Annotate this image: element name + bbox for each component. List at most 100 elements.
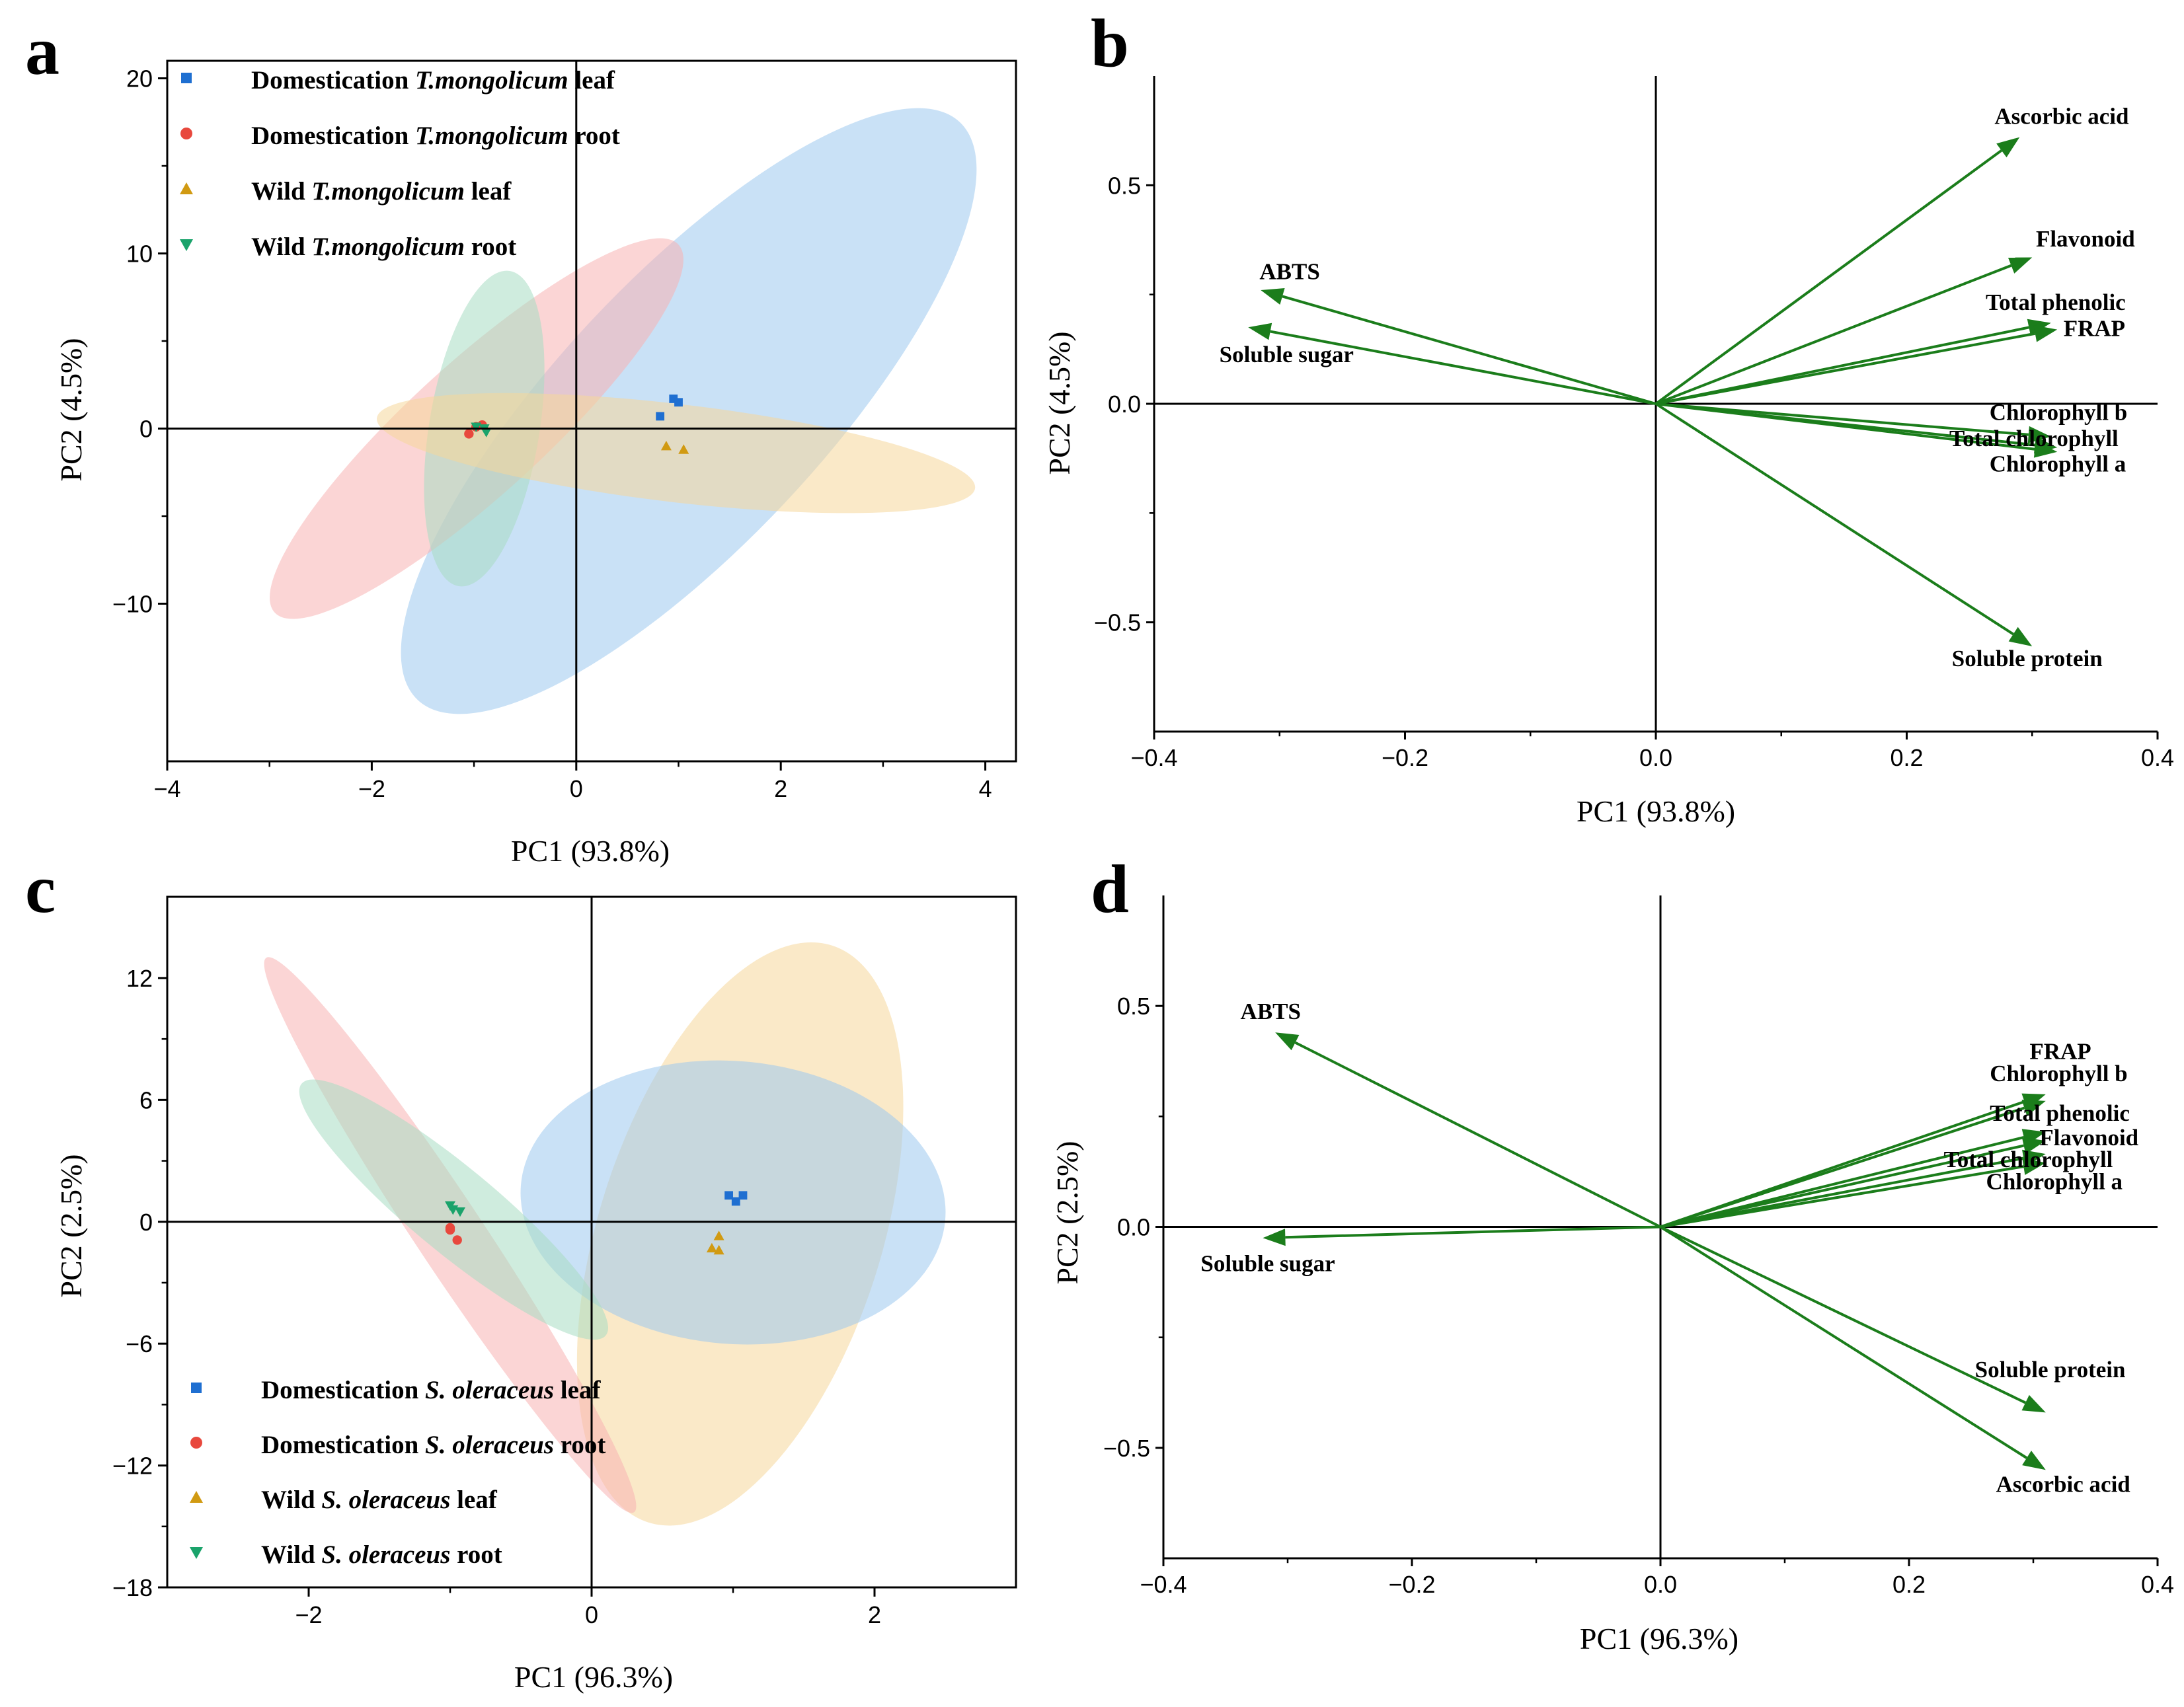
panel-b-variable-label: Flavonoid: [2036, 226, 2135, 252]
panel-c-y-axis-label: PC2 (2.5%): [54, 1154, 88, 1297]
panel-c-y-tick-label: −12: [112, 1453, 153, 1480]
panel-d-arrow-shaft: [1285, 1225, 1661, 1239]
panel-a-letter: a: [25, 13, 59, 89]
panel-c-point-wild-leaf: [706, 1242, 717, 1253]
panel-c-legend-marker-dom-root: [190, 1437, 202, 1449]
panel-c-legend-label: Domestication S. oleraceus root: [261, 1431, 605, 1459]
panel-b-variable-label: Total chlorophyll: [1949, 426, 2119, 451]
panel-d-variable-label: FRAP: [2029, 1038, 2091, 1064]
panel-d-arrow-shaft: [1660, 1144, 2025, 1229]
panel-b-arrow-head: [1248, 322, 1272, 340]
panel-d-arrow-shaft: [1660, 1106, 2025, 1229]
panel-c-point-dom-root: [452, 1235, 462, 1245]
legend-label-part: root: [568, 122, 620, 150]
legend-label-part: T.mongolicum: [311, 233, 465, 261]
panel-c-y-tick-label: 12: [126, 965, 153, 992]
panel-b-arrow-shaft: [1282, 295, 1657, 405]
panel-b-variable-label: ABTS: [1259, 259, 1319, 285]
panel-b-arrow-shaft: [1655, 149, 2003, 405]
legend-label-part: Wild: [251, 233, 311, 261]
panel-d-variable-label: Total chlorophyll: [1944, 1147, 2113, 1172]
panel-c-point-wild-leaf: [713, 1244, 724, 1255]
panel-c-legend-label: Wild S. oleraceus leaf: [261, 1486, 498, 1514]
legend-label-part: Wild: [251, 177, 311, 206]
panel-b-x-tick-label: 0.2: [1890, 744, 1923, 771]
legend-label-part: T.mongolicum: [311, 177, 465, 206]
panel-b-arrow-shaft: [1655, 332, 2036, 405]
panel-b-x-tick-label: 0.0: [1639, 744, 1672, 771]
panel-c-point-wild-leaf: [713, 1231, 724, 1240]
panel-a-x-tick-label: −2: [358, 775, 385, 802]
panel-d-ticks: −0.4 −0.2 0.0 0.2 0.4 −0.5 0.0 0.5: [1103, 993, 2174, 1598]
panel-c-point-dom-leaf: [738, 1191, 748, 1200]
legend-label-part: S. oleraceus: [425, 1431, 554, 1459]
panel-b-arrow-head: [2033, 440, 2058, 458]
legend-label-part: Domestication: [261, 1431, 425, 1459]
legend-label-part: leaf: [554, 1376, 601, 1404]
panel-a-y-tick-label: 20: [126, 65, 153, 93]
panel-c-legend-marker-wild-root: [190, 1547, 203, 1559]
panel-c-legend: Domestication S. oleraceus leafDomestica…: [190, 1376, 605, 1569]
panel-c-y-tick-label: −18: [112, 1574, 153, 1601]
panel-d-arrow-shaft: [1659, 1225, 2028, 1459]
panel-a-y-axis-label: PC2 (4.5%): [54, 338, 88, 481]
panel-a-point-wild-root: [471, 422, 482, 432]
panel-a-legend-label: Wild T.mongolicum root: [251, 233, 516, 261]
panel-a-y-tick-label: 0: [139, 416, 153, 443]
panel-c-legend-marker-wild-leaf: [190, 1491, 203, 1503]
panel-d-arrow-head: [2022, 1451, 2046, 1470]
panel-a-legend-marker-wild-leaf: [180, 182, 193, 194]
panel-d-arrow-head: [1263, 1229, 1286, 1246]
legend-label-part: Domestication: [261, 1376, 425, 1404]
panel-b-x-tick-label: −0.2: [1382, 744, 1428, 771]
panel-d-variable-label: Soluble protein: [1975, 1357, 2126, 1383]
panel-b-ticks: −0.4 −0.2 0.0 0.2 0.4 −0.5 0.0 0.5: [1094, 172, 2174, 771]
panel-a-y-tick-label: 10: [126, 241, 153, 268]
panel-d-arrows: [1263, 1032, 2046, 1470]
panel-a-legend-label: Domestication T.mongolicum root: [251, 122, 620, 150]
panel-c-legend-marker-dom-leaf: [191, 1383, 202, 1393]
panel-b-x-tick-label: −0.4: [1130, 744, 1177, 771]
panel-b-arrow-shaft: [1655, 402, 2035, 451]
panel-b-y-tick-label: 0.0: [1108, 391, 1141, 418]
panel-a-ellipse-wild-leaf: [377, 393, 976, 513]
panel-b-arrow-head: [2033, 324, 2058, 342]
panel-c-y-tick-label: 6: [139, 1086, 153, 1114]
panel-b-arrow-shaft: [1655, 402, 2029, 436]
panel-d-loadings: d −0.4 −0.2 0.0 0.2 0.4−0.50.00.5 FRAPChloro…: [1050, 851, 2174, 1655]
panel-a-x-axis-label: PC1 (93.8%): [511, 834, 670, 868]
legend-label-part: S. oleraceus: [425, 1376, 554, 1404]
panel-c-point-wild-root: [454, 1207, 465, 1217]
panel-a-legend-label: Wild T.mongolicum leaf: [251, 177, 512, 206]
legend-label-part: Domestication: [251, 66, 415, 95]
panel-d-y-tick-label: −0.5: [1103, 1435, 1150, 1462]
panel-b-variable-label: Soluble sugar: [1220, 342, 1354, 367]
panel-d-x-tick-label: 0.2: [1892, 1571, 1926, 1598]
panel-a-x-tick-label: 0: [570, 775, 583, 802]
panel-a-x-tick-label: 2: [774, 775, 787, 802]
panel-c-x-tick-label: 2: [868, 1601, 881, 1628]
panel-b-arrow-shaft: [1655, 402, 2014, 636]
legend-label-part: leaf: [450, 1486, 497, 1514]
panel-d-variable-label: ABTS: [1241, 999, 1301, 1024]
panel-b-y-tick-label: −0.5: [1094, 609, 1141, 636]
panel-c-x-tick-label: −2: [295, 1601, 322, 1628]
panel-a-plot-border: [166, 59, 1017, 763]
panel-d-arrow-head: [1275, 1032, 1300, 1051]
panel-b-x-axis-label: PC1 (93.8%): [1577, 794, 1735, 828]
panel-d-x-tick-label: 0.0: [1644, 1571, 1677, 1598]
legend-label-part: root: [554, 1431, 605, 1459]
panel-c-legend-label: Domestication S. oleraceus leaf: [261, 1376, 601, 1404]
panel-a-x-tick-label: −4: [153, 775, 180, 802]
legend-label-part: T.mongolicum: [415, 66, 568, 95]
legend-label-part: root: [465, 233, 516, 261]
panel-c-letter: c: [25, 851, 56, 927]
legend-label-part: Wild: [261, 1540, 321, 1569]
panel-c-point-dom-leaf: [724, 1191, 733, 1200]
legend-label-part: S. oleraceus: [321, 1540, 450, 1569]
panel-a-ticks: −4 −2 0 2 4 −10 0 10 20: [112, 65, 992, 803]
legend-label-part: Wild: [261, 1486, 321, 1514]
panel-b-arrows: [1248, 137, 2058, 647]
panel-c-legend-label: Wild S. oleraceus root: [261, 1540, 502, 1569]
